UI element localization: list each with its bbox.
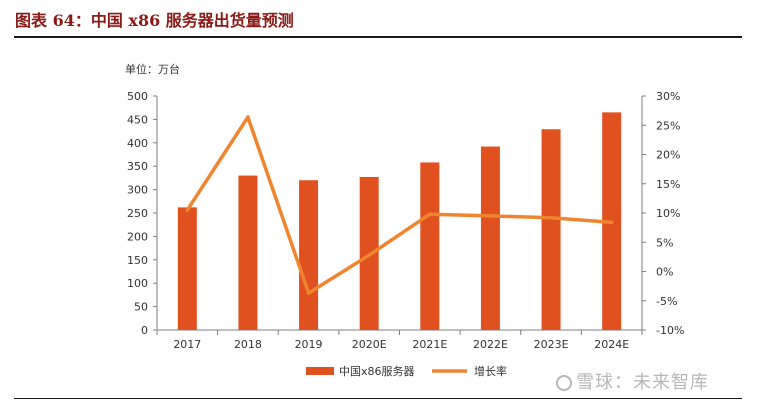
x-tick-label: 2020E	[352, 338, 387, 351]
growth-rate-point-2021E	[428, 212, 432, 216]
x-tick-label: 2024E	[594, 338, 629, 351]
bar-2022E	[480, 146, 500, 330]
y-right-tick-label: -5%	[656, 295, 677, 308]
x-tick-label: 2018	[234, 338, 262, 351]
x-tick-label: 2023E	[534, 338, 569, 351]
y-left-tick-label: 300	[127, 184, 148, 197]
y-left-tick-label: 0	[141, 324, 148, 337]
growth-rate-line	[185, 115, 612, 295]
y-left-tick-label: 450	[127, 113, 148, 126]
growth-rate-point-2023E	[549, 215, 553, 220]
watermark-logo-icon	[556, 375, 572, 391]
growth-rate-point-2020E	[367, 253, 371, 257]
y-left-tick-label: 200	[127, 230, 148, 243]
y-right-tick-label: 0%	[656, 266, 673, 279]
y-right-tick-label: -10%	[656, 324, 684, 337]
y-right-tick-label: 30%	[656, 90, 680, 103]
y-right-tick-label: 20%	[656, 149, 680, 162]
watermark-text: 雪球：未来智库	[576, 372, 709, 393]
x-tick-label: 2019	[295, 338, 323, 351]
figure-title: 图表 64：中国 x86 服务器出货量预测	[15, 11, 294, 30]
y-left-tick-label: 50	[134, 301, 148, 314]
watermark: 雪球：未来智库	[556, 368, 709, 394]
y-left-tick-label: 100	[127, 277, 148, 290]
y-left-tick-label: 500	[127, 90, 148, 103]
legend-swatch-bars	[306, 367, 334, 375]
bar-2023E	[541, 129, 561, 330]
growth-rate-point-2019	[306, 291, 311, 295]
legend-label-line: 增长率	[474, 364, 507, 378]
legend-label-bars: 中国x86服务器	[339, 365, 415, 378]
x-tick-label: 2022E	[473, 338, 508, 351]
y-left-tick-label: 150	[127, 254, 148, 267]
growth-rate-point-2017	[185, 208, 190, 212]
x-tick-label: 2017	[173, 338, 201, 351]
y-right-tick-label: 10%	[656, 207, 680, 220]
bar-2017	[177, 207, 197, 330]
y-right-tick-label: 5%	[656, 236, 673, 249]
growth-rate-point-2024E	[609, 220, 614, 225]
y-left-tick-label: 350	[127, 160, 148, 173]
bottom-rule	[14, 398, 742, 399]
y-right-tick-label: 15%	[656, 178, 680, 191]
y-left-tick-label: 400	[127, 137, 148, 150]
growth-rate-point-2022E	[488, 214, 493, 218]
x-tick-label: 2021E	[412, 338, 447, 351]
y-left-tick-label: 250	[127, 207, 148, 220]
bar-2018	[238, 175, 258, 330]
top-rule	[14, 36, 742, 38]
bar-2021E	[420, 162, 440, 330]
growth-rate-point-2018	[246, 115, 250, 119]
y-right-tick-label: 25%	[656, 119, 680, 132]
unit-label: 单位：万台	[125, 62, 180, 76]
bar-2019	[299, 180, 319, 330]
